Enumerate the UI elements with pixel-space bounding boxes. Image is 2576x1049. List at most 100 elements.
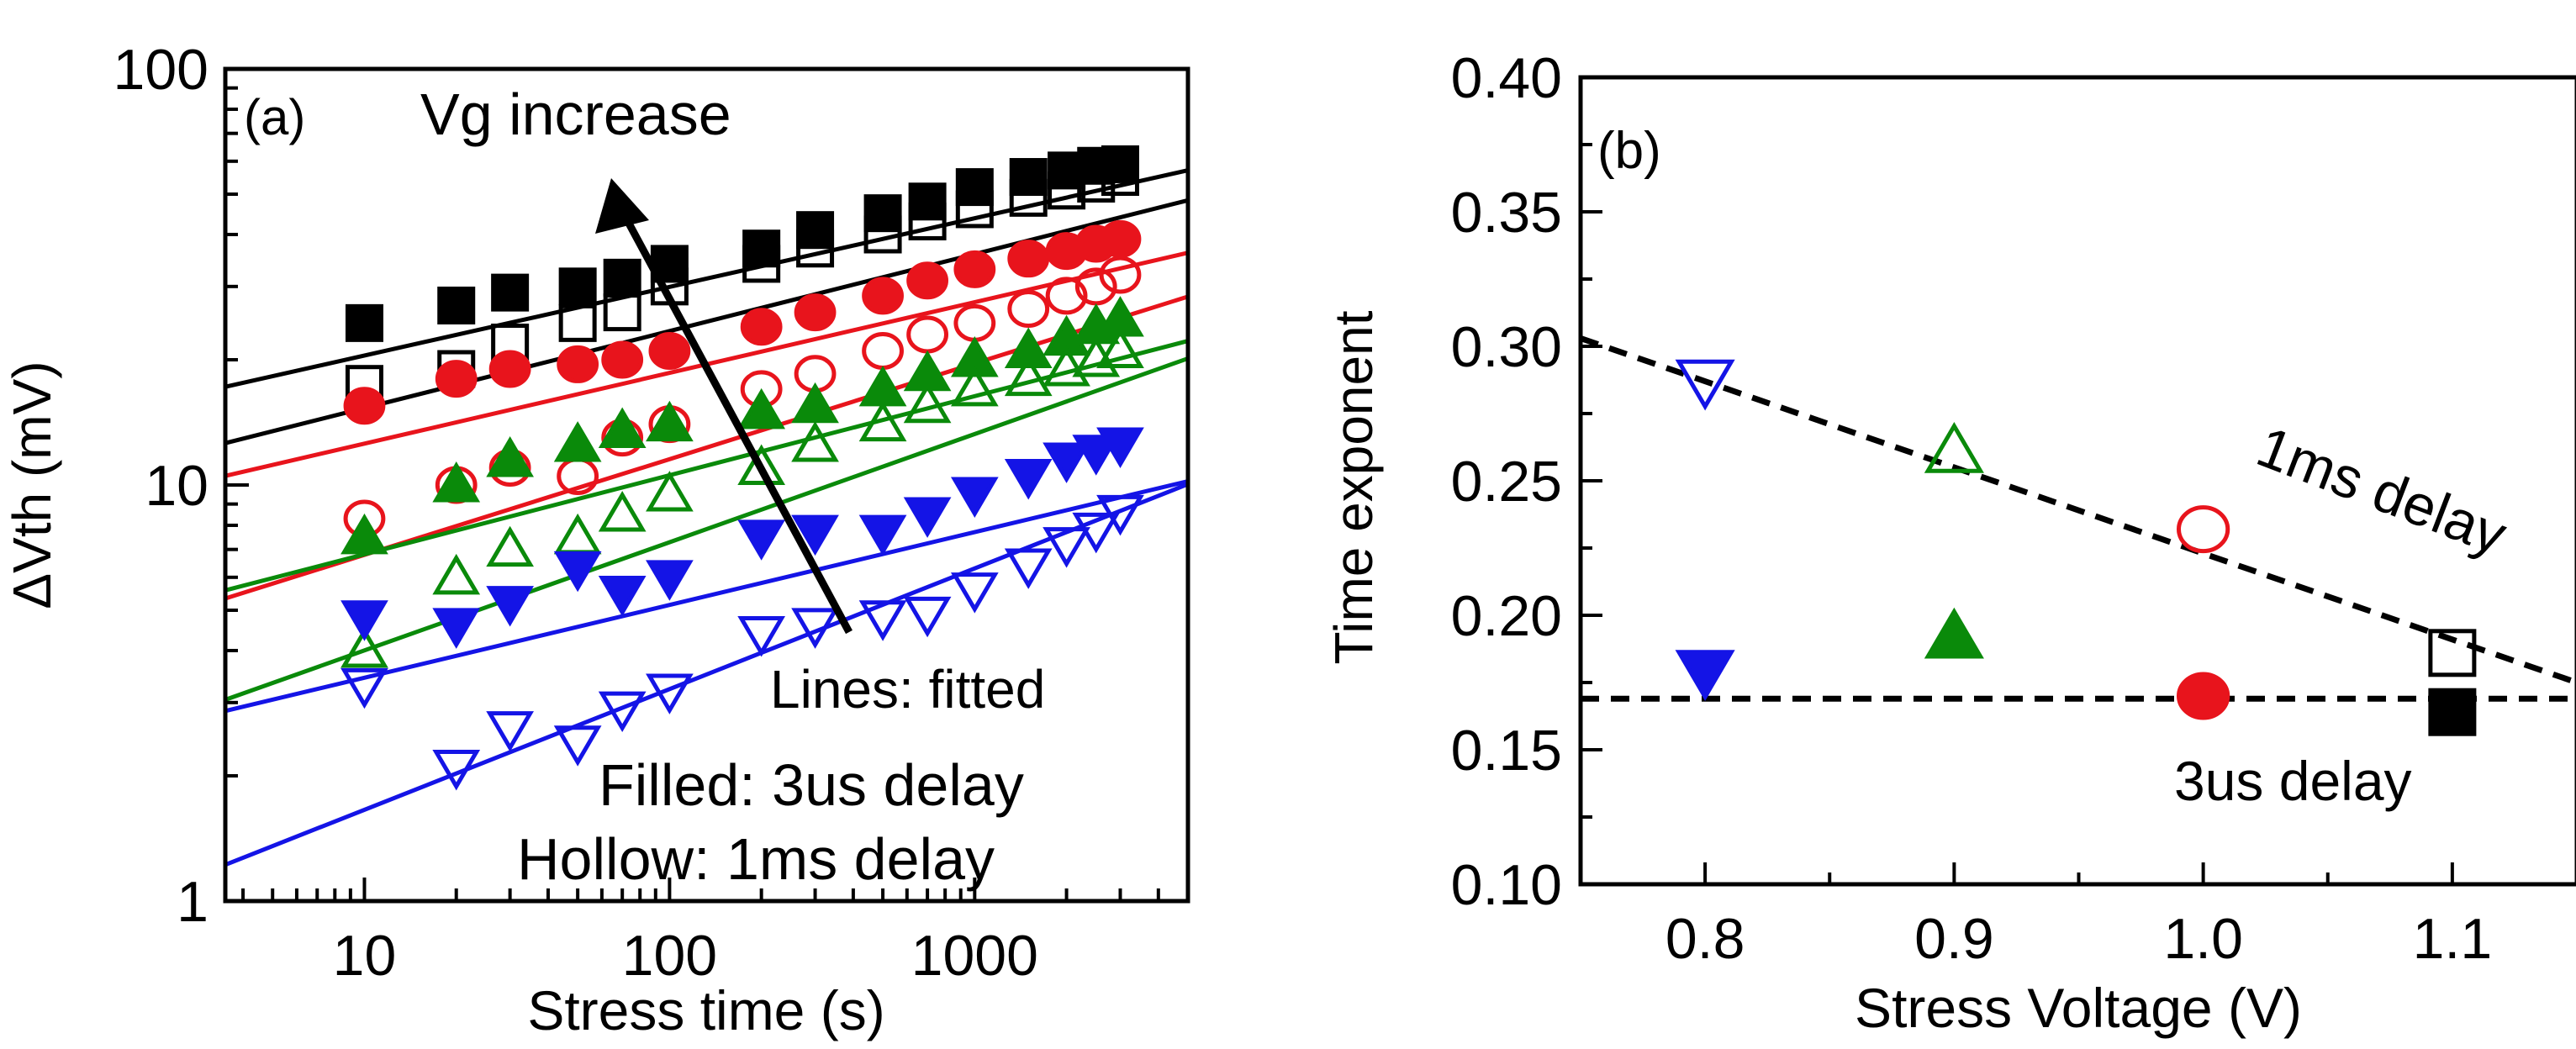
vg-increase-label: Vg increase bbox=[420, 82, 731, 147]
panel-b-y-axis-title: Time exponent bbox=[1323, 310, 1384, 664]
exponent-point-1 bbox=[1924, 421, 1984, 473]
series-6-point bbox=[432, 608, 481, 649]
series-2-point bbox=[601, 340, 644, 379]
series-5-point bbox=[432, 553, 481, 595]
fit-line-5 bbox=[224, 356, 1189, 702]
series-5-point bbox=[950, 365, 999, 407]
series-6-point bbox=[1043, 442, 1090, 483]
x-tick-label: 10 bbox=[333, 924, 397, 988]
series-7-point bbox=[791, 608, 839, 649]
exponent-point-4 bbox=[1675, 650, 1735, 702]
series-4-point bbox=[553, 421, 602, 462]
series-7-point bbox=[340, 667, 388, 709]
series-7-point bbox=[1004, 548, 1053, 589]
series-2-point bbox=[1099, 219, 1142, 258]
series-0-point bbox=[1009, 158, 1048, 197]
y-tick-label: 0.10 bbox=[1451, 853, 1562, 917]
series-1-point bbox=[1101, 158, 1139, 197]
x-tick-label: 1.1 bbox=[2413, 907, 2493, 971]
exponent-point-6 bbox=[2177, 672, 2230, 720]
series-6-point bbox=[1072, 435, 1121, 476]
series-5-point bbox=[737, 444, 786, 486]
series-7-point bbox=[950, 572, 999, 614]
series-3-point bbox=[1074, 267, 1117, 306]
series-1-point bbox=[863, 215, 902, 254]
fitted-lines-note: Lines: fitted bbox=[770, 659, 1045, 720]
panel-b-x-axis-title: Stress Voltage (V) bbox=[1855, 977, 2302, 1039]
y-tick-label: 0.15 bbox=[1451, 719, 1562, 783]
series-6-point bbox=[340, 600, 388, 641]
x-tick-label: 1.0 bbox=[2163, 907, 2243, 971]
trend-1ms-label: 1ms delay bbox=[2249, 414, 2515, 567]
series-5-point bbox=[553, 513, 602, 555]
series-7-point bbox=[858, 600, 907, 641]
series-3-point bbox=[1045, 277, 1088, 315]
series-4-point bbox=[432, 461, 481, 503]
panel-a-plot-frame bbox=[223, 66, 1190, 904]
exponent-point-7 bbox=[2428, 688, 2477, 736]
series-7-point bbox=[1043, 527, 1090, 568]
series-4-point bbox=[1004, 327, 1053, 369]
series-5-point bbox=[903, 382, 952, 424]
series-7-point bbox=[903, 596, 952, 638]
y-tick-label: 100 bbox=[113, 38, 209, 102]
series-0-point bbox=[1101, 145, 1139, 183]
vg-increase-arrow bbox=[624, 218, 853, 635]
series-0-point bbox=[955, 168, 994, 207]
series-6-point bbox=[903, 497, 952, 538]
series-6-point bbox=[486, 586, 534, 627]
series-1-point bbox=[1009, 178, 1048, 217]
series-2-point bbox=[862, 277, 904, 315]
series-0-point bbox=[491, 273, 530, 312]
series-5-point bbox=[486, 525, 534, 567]
series-7-point bbox=[1072, 512, 1121, 554]
exponent-point-5 bbox=[1924, 607, 1984, 659]
panel-a-label: (a) bbox=[244, 89, 305, 145]
y-tick-label: 10 bbox=[145, 454, 209, 518]
panel-a: 10 100 1000 1 10 100 (a) Vg increase Lines: f… bbox=[2, 38, 1190, 1041]
series-2-point bbox=[488, 350, 531, 388]
series-2-point bbox=[435, 360, 478, 398]
series-5-point bbox=[340, 627, 388, 668]
panel-b-label: (b) bbox=[1597, 122, 1661, 180]
series-1-point bbox=[1048, 171, 1086, 210]
x-tick-label: 0.8 bbox=[1665, 907, 1745, 971]
series-4-point bbox=[340, 513, 388, 555]
series-2-point bbox=[648, 332, 691, 371]
panel-b: 0.8 0.9 1.0 1.1 0.10 0.15 0.20 0.25 0.30 0.35 0.40… bbox=[1323, 46, 2576, 1039]
series-4-point bbox=[646, 400, 694, 442]
series-0-point bbox=[603, 258, 641, 297]
series-1-point bbox=[908, 202, 947, 240]
y-tick-label: 0.25 bbox=[1451, 450, 1562, 514]
series-0-point bbox=[345, 303, 383, 342]
series-1-point bbox=[1077, 164, 1116, 203]
y-tick-label: 0.20 bbox=[1451, 584, 1562, 648]
y-tick-label: 0.35 bbox=[1451, 181, 1562, 245]
filled-delay-note: Filled: 3us delay bbox=[599, 752, 1024, 818]
series-7-point bbox=[646, 673, 694, 714]
series-3-point bbox=[906, 315, 949, 354]
series-2-point bbox=[906, 261, 949, 300]
series-3-point bbox=[862, 332, 904, 371]
series-4-point bbox=[486, 436, 534, 477]
fit-line-6 bbox=[224, 479, 1189, 714]
series-6-point bbox=[598, 576, 647, 617]
exponent-point-2 bbox=[2177, 505, 2230, 554]
series-1-point bbox=[742, 245, 781, 283]
panel-b-ticks: 0.8 0.9 1.0 1.1 0.10 0.15 0.20 0.25 0.30 0.35 0.40 bbox=[1451, 46, 2576, 971]
series-1-point bbox=[558, 303, 597, 342]
vg-increase-arrowhead bbox=[595, 178, 649, 234]
y-tick-label: 1 bbox=[177, 870, 209, 934]
series-3-point bbox=[1099, 256, 1142, 294]
trend-3us-label: 3us delay bbox=[2174, 750, 2412, 812]
series-3-point bbox=[953, 303, 996, 342]
series-4-point bbox=[791, 382, 839, 424]
series-6-point bbox=[858, 514, 907, 556]
series-0-point bbox=[558, 267, 597, 306]
series-6-point bbox=[1004, 459, 1053, 500]
series-1-point bbox=[955, 190, 994, 229]
x-tick-label: 100 bbox=[622, 924, 717, 988]
series-7-point bbox=[486, 711, 534, 752]
hollow-delay-note: Hollow: 1ms delay bbox=[517, 826, 995, 892]
